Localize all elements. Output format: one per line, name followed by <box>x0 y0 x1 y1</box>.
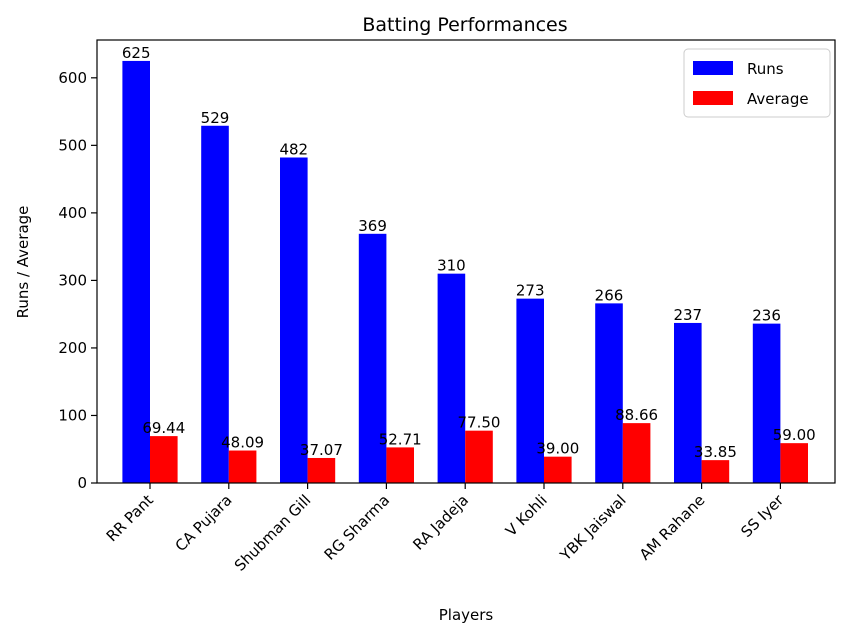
x-tick-label-shubman-gill: Shubman Gill <box>231 491 315 575</box>
bar-label-runs-rr-pant: 625 <box>122 44 151 62</box>
legend-swatch-average <box>693 91 733 105</box>
bar-runs-ybk-jaiswal <box>595 303 623 483</box>
bar-label-runs-ca-pujara: 529 <box>201 109 230 127</box>
bar-label-runs-shubman-gill: 482 <box>279 141 308 159</box>
y-tick-label: 300 <box>58 271 87 289</box>
bar-label-runs-ss-iyer: 236 <box>752 307 781 325</box>
bar-label-average-ybk-jaiswal: 88.66 <box>615 406 658 424</box>
bar-runs-rr-pant <box>122 60 150 484</box>
bar-label-average-rg-sharma: 52.71 <box>379 430 422 448</box>
bar-runs-v-kohli <box>516 298 544 483</box>
x-tick-label-ss-iyer: SS Iyer <box>737 491 787 541</box>
y-tick-label: 600 <box>58 69 87 87</box>
bars <box>122 60 808 484</box>
bar-runs-ca-pujara <box>201 125 229 483</box>
bar-label-runs-ra-jadeja: 310 <box>437 257 466 275</box>
y-tick-label: 0 <box>77 474 87 492</box>
bar-label-average-v-kohli: 39.00 <box>536 440 579 458</box>
bar-average-ra-jadeja <box>465 430 493 483</box>
x-tick-label-am-rahane: AM Rahane <box>636 491 709 564</box>
bar-runs-shubman-gill <box>280 157 308 483</box>
bar-label-runs-rg-sharma: 369 <box>358 217 387 235</box>
bar-label-runs-v-kohli: 273 <box>516 282 545 300</box>
legend: Runs Average <box>683 48 831 118</box>
legend-label-average: Average <box>747 90 809 108</box>
y-tick-label: 500 <box>58 136 87 154</box>
x-tick-label-rr-pant: RR Pant <box>103 491 157 545</box>
bar-runs-ra-jadeja <box>437 273 466 483</box>
bar-average-ybk-jaiswal <box>622 423 651 483</box>
bar-label-average-ca-pujara: 48.09 <box>221 434 264 452</box>
bar-runs-ss-iyer <box>752 323 781 483</box>
x-tick-label-ca-pujara: CA Pujara <box>172 491 236 555</box>
bar-average-ss-iyer <box>780 443 808 483</box>
plot-frame <box>96 39 836 484</box>
legend-label-runs: Runs <box>747 60 784 78</box>
y-axis-label: Runs / Average <box>14 206 32 319</box>
x-tick-label-ra-jadeja: RA Jadeja <box>409 491 472 554</box>
x-tick-label-ybk-jaiswal: YBK Jaiswal <box>556 491 630 565</box>
legend-swatch-runs <box>693 61 733 75</box>
bar-label-average-am-rahane: 33.85 <box>694 443 737 461</box>
bar-label-runs-ybk-jaiswal: 266 <box>595 286 624 304</box>
y-tick-label: 400 <box>58 204 87 222</box>
bar-label-average-shubman-gill: 37.07 <box>300 441 343 459</box>
bar-label-average-ra-jadeja: 77.50 <box>458 414 501 432</box>
bar-average-shubman-gill <box>307 457 336 483</box>
bar-average-ca-pujara <box>228 450 257 483</box>
bar-labels: 625 69.44 529 48.09 482 37.07 369 52.71 310 77.50… <box>122 44 816 461</box>
y-axis: 0 100 200 300 400 500 600 <box>58 69 97 492</box>
bar-average-v-kohli <box>544 456 572 483</box>
chart-title: Batting Performances <box>362 14 567 36</box>
x-tick-label-v-kohli: V Kohli <box>502 491 551 540</box>
bar-average-am-rahane <box>701 460 730 483</box>
bar-runs-am-rahane <box>674 322 702 483</box>
y-tick-label: 200 <box>58 339 87 357</box>
bar-label-average-rr-pant: 69.44 <box>142 419 185 437</box>
x-axis-label: Players <box>439 606 494 624</box>
x-tick-label-rg-sharma: RG Sharma <box>321 491 394 564</box>
bar-average-rr-pant <box>150 436 178 483</box>
y-tick-label: 100 <box>58 406 87 424</box>
bar-label-runs-am-rahane: 237 <box>673 306 702 324</box>
bar-average-rg-sharma <box>386 447 414 483</box>
bar-runs-rg-sharma <box>358 233 387 483</box>
bar-label-average-ss-iyer: 59.00 <box>773 426 816 444</box>
